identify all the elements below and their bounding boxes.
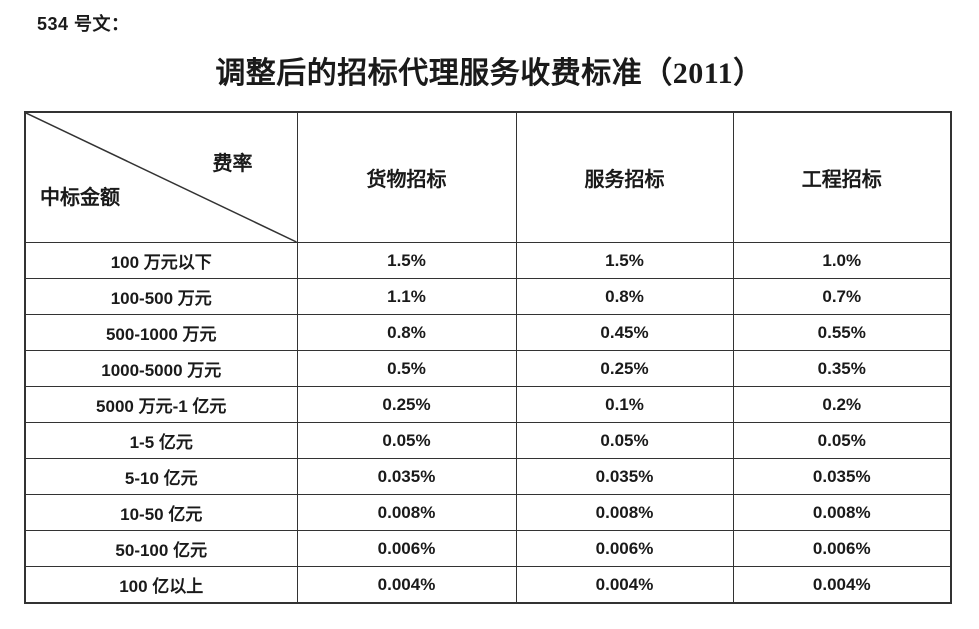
rate-cell-service: 0.1% bbox=[515, 386, 734, 423]
rate-cell-engineering: 0.006% bbox=[732, 530, 952, 567]
corner-label-amount: 中标金额 bbox=[40, 187, 120, 209]
doc-number: 534 号文： bbox=[37, 14, 130, 34]
column-header-engineering: 工程招标 bbox=[732, 111, 952, 243]
rate-cell-engineering: 0.7% bbox=[732, 278, 952, 315]
rate-cell-goods: 0.008% bbox=[296, 494, 517, 531]
table-row: 1000-5000 万元 0.5% 0.25% 0.35% bbox=[24, 350, 952, 387]
rate-cell-engineering: 1.0% bbox=[732, 242, 952, 279]
rate-cell-service: 0.006% bbox=[515, 530, 734, 567]
amount-cell: 5-10 亿元 bbox=[24, 458, 298, 495]
rate-cell-service: 0.004% bbox=[515, 566, 734, 604]
rate-cell-engineering: 0.55% bbox=[732, 314, 952, 351]
rate-cell-engineering: 0.004% bbox=[732, 566, 952, 604]
table-row: 1-5 亿元 0.05% 0.05% 0.05% bbox=[24, 422, 952, 459]
table-row: 5000 万元-1 亿元 0.25% 0.1% 0.2% bbox=[24, 386, 952, 423]
table-row: 500-1000 万元 0.8% 0.45% 0.55% bbox=[24, 314, 952, 351]
rate-cell-engineering: 0.35% bbox=[732, 350, 952, 387]
rate-cell-goods: 0.006% bbox=[296, 530, 517, 567]
rate-cell-service: 0.008% bbox=[515, 494, 734, 531]
rate-cell-goods: 0.8% bbox=[296, 314, 517, 351]
table-row: 50-100 亿元 0.006% 0.006% 0.006% bbox=[24, 530, 952, 567]
amount-cell: 500-1000 万元 bbox=[24, 314, 298, 351]
amount-cell: 50-100 亿元 bbox=[24, 530, 298, 567]
rate-cell-service: 0.05% bbox=[515, 422, 734, 459]
rate-cell-engineering: 0.008% bbox=[732, 494, 952, 531]
header-row: 费率 中标金额 货物招标 服务招标 工程招标 bbox=[24, 111, 952, 243]
rate-cell-service: 0.035% bbox=[515, 458, 734, 495]
rate-cell-goods: 0.05% bbox=[296, 422, 517, 459]
fee-rate-table: 费率 中标金额 货物招标 服务招标 工程招标 100 万元以下 1.5% 1.5… bbox=[24, 111, 952, 604]
amount-cell: 10-50 亿元 bbox=[24, 494, 298, 531]
table-row: 5-10 亿元 0.035% 0.035% 0.035% bbox=[24, 458, 952, 495]
rate-cell-goods: 0.25% bbox=[296, 386, 517, 423]
amount-cell: 1-5 亿元 bbox=[24, 422, 298, 459]
amount-cell: 100 万元以下 bbox=[24, 242, 298, 279]
rate-cell-goods: 1.1% bbox=[296, 278, 517, 315]
rate-cell-service: 1.5% bbox=[515, 242, 734, 279]
amount-cell: 100 亿以上 bbox=[24, 566, 298, 604]
rate-cell-goods: 0.035% bbox=[296, 458, 517, 495]
table-row: 100 万元以下 1.5% 1.5% 1.0% bbox=[24, 242, 952, 279]
rate-cell-goods: 0.004% bbox=[296, 566, 517, 604]
rate-cell-engineering: 0.05% bbox=[732, 422, 952, 459]
rate-cell-service: 0.8% bbox=[515, 278, 734, 315]
page-title: 调整后的招标代理服务收费标准（2011） bbox=[215, 57, 764, 90]
rate-cell-goods: 0.5% bbox=[296, 350, 517, 387]
corner-label-rate: 费率 bbox=[212, 153, 253, 175]
rate-cell-service: 0.45% bbox=[515, 314, 734, 351]
column-header-goods: 货物招标 bbox=[296, 111, 517, 243]
amount-cell: 5000 万元-1 亿元 bbox=[24, 386, 298, 423]
amount-cell: 100-500 万元 bbox=[24, 278, 298, 315]
table-row: 100-500 万元 1.1% 0.8% 0.7% bbox=[24, 278, 952, 315]
rate-cell-service: 0.25% bbox=[515, 350, 734, 387]
rate-cell-engineering: 0.2% bbox=[732, 386, 952, 423]
amount-cell: 1000-5000 万元 bbox=[24, 350, 298, 387]
column-header-service: 服务招标 bbox=[515, 111, 734, 243]
table-row: 10-50 亿元 0.008% 0.008% 0.008% bbox=[24, 494, 952, 531]
rate-cell-engineering: 0.035% bbox=[732, 458, 952, 495]
table-row: 100 亿以上 0.004% 0.004% 0.004% bbox=[24, 566, 952, 604]
corner-header-cell: 费率 中标金额 bbox=[24, 111, 298, 243]
rate-cell-goods: 1.5% bbox=[296, 242, 517, 279]
diagonal-line bbox=[26, 113, 297, 242]
